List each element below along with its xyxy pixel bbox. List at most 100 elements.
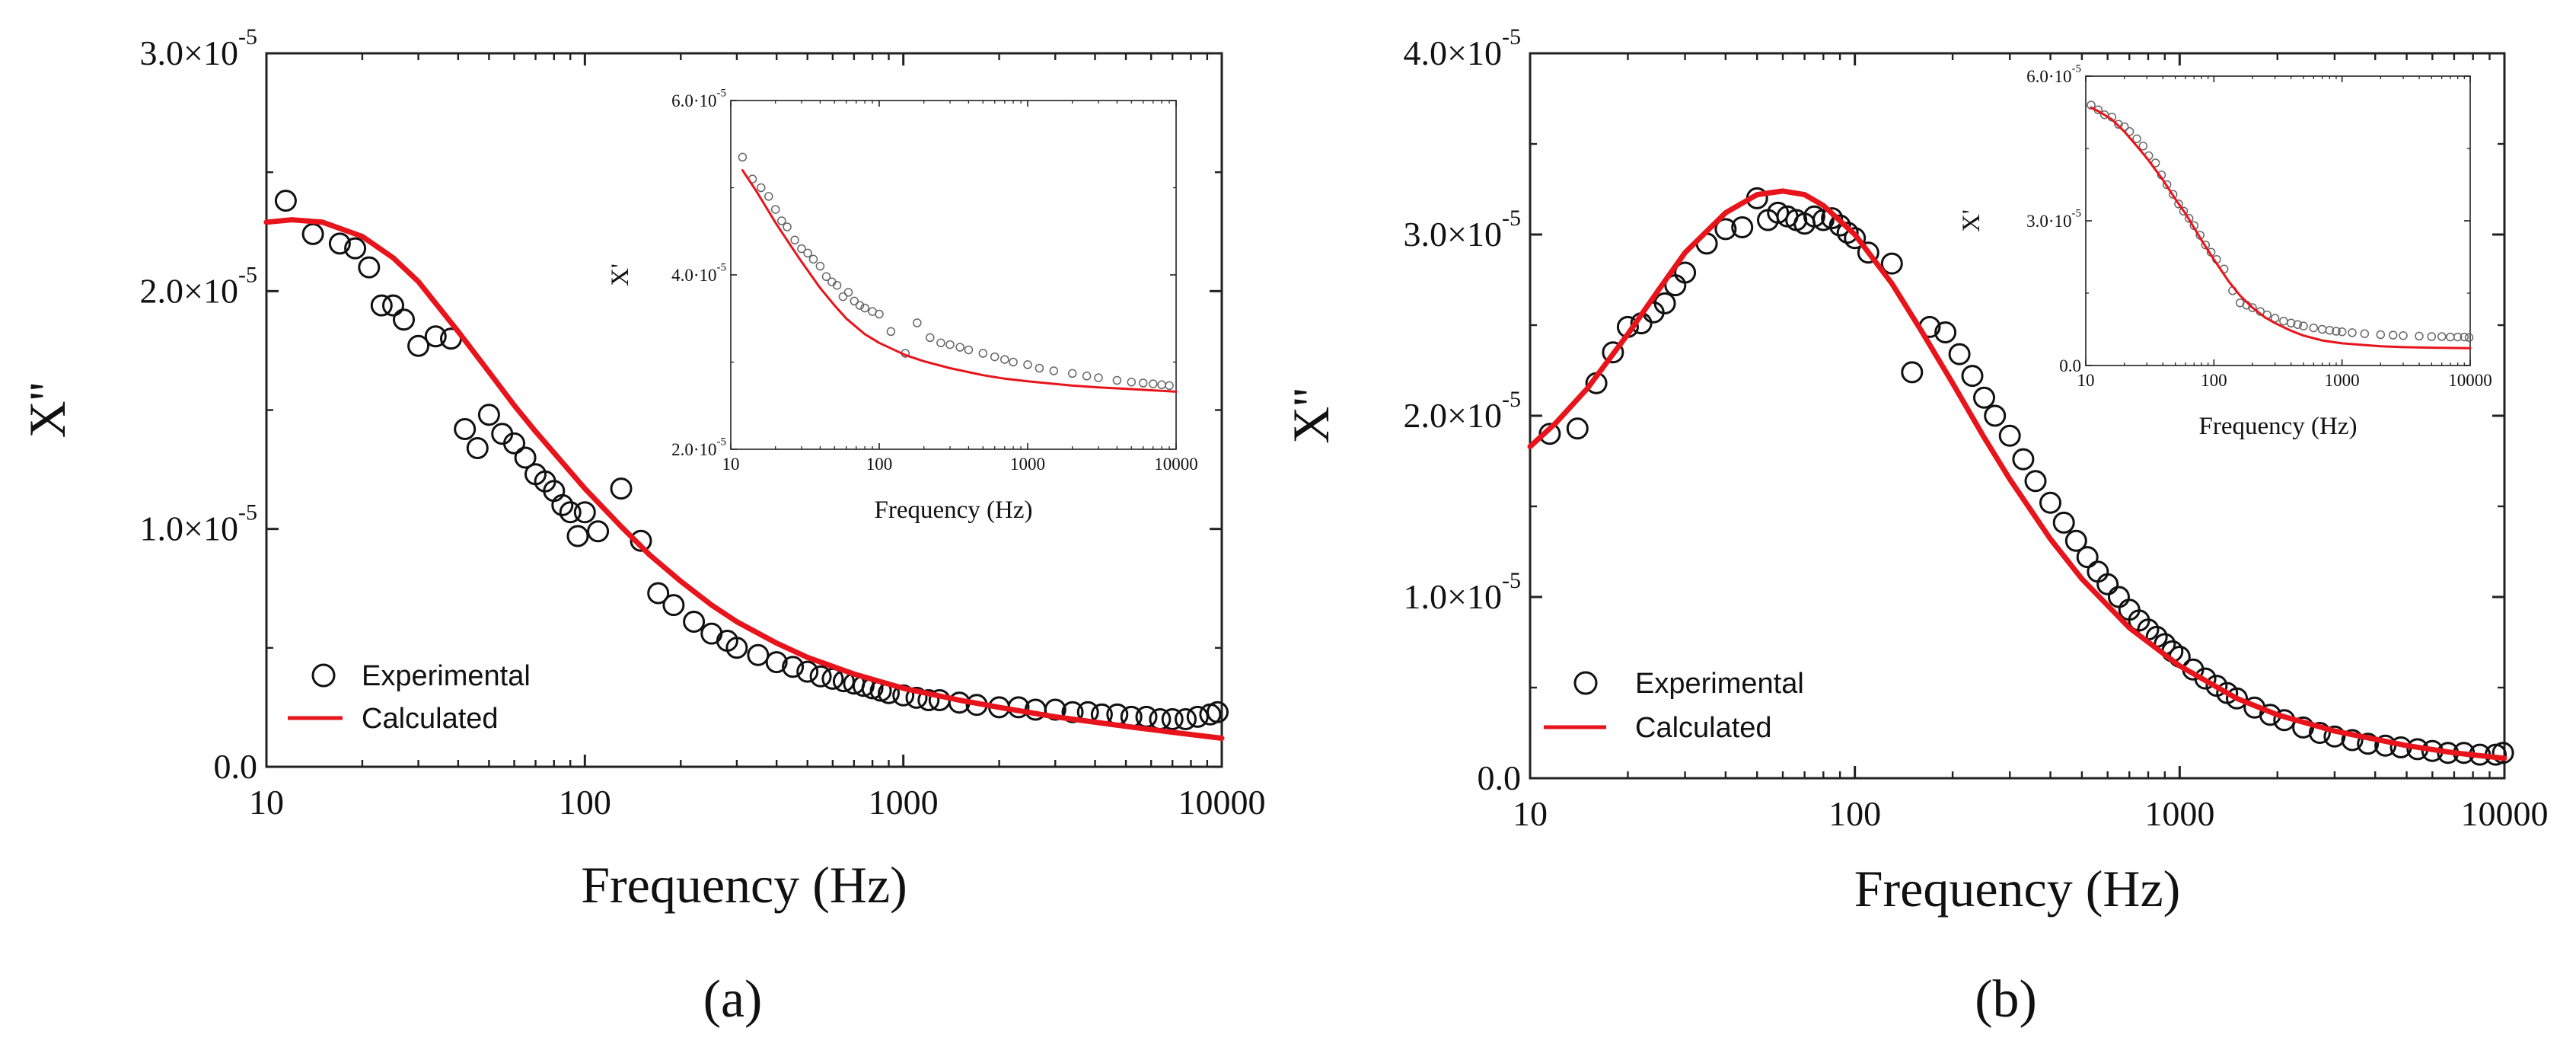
panel-b-experimental-point — [1961, 365, 1984, 388]
panel-b-experimental-point — [2226, 687, 2248, 710]
panel-a-experimental-point — [503, 432, 525, 455]
panel-b-inset-x-tick-label: 10000 — [2448, 371, 2492, 390]
panel-a-inset-experimental-point — [764, 192, 773, 201]
panel-a-y-axis-title: X'' — [18, 382, 76, 439]
panel-a-experimental-point — [809, 665, 832, 688]
panel-b-experimental-point — [2012, 448, 2035, 471]
panel-a-experimental-point — [662, 594, 685, 617]
panel-b-inset-experimental-point — [2399, 330, 2408, 340]
panel-b-inset-experimental-point — [2325, 326, 2335, 335]
panel-b-inset-experimental-point — [2138, 142, 2148, 151]
panel-a-inset-experimental-point — [808, 254, 818, 264]
panel-b-legend: Experimental Calculated — [1544, 668, 1804, 744]
panel-a-experimental-point — [358, 256, 381, 279]
panel-a-inset-experimental-point — [797, 244, 806, 254]
panel-a-x-tick-label: 10 — [249, 783, 284, 822]
panel-b-inset-y-tick-label: 6.0·10-5 — [2026, 63, 2081, 87]
panel-a-experimental-point — [551, 493, 574, 516]
panel-a-inset-y-tick-label: 2.0·10-5 — [671, 436, 726, 460]
panel-b-experimental-point — [1828, 214, 1851, 237]
panel-b-inset-y-axis-title: X' — [1958, 209, 1985, 232]
panel-b-experimental-point — [2076, 546, 2099, 569]
panel-b-experimental-point — [1948, 343, 1971, 365]
panel-a-legend-label-calculated: Calculated — [362, 703, 499, 735]
panel-a-inset-experimental-point — [1094, 373, 1103, 382]
panel-a-inset-calculated-curve — [741, 169, 1178, 393]
panel-a-x-tick-label: 100 — [559, 783, 611, 822]
panel-b-x-tick-label: 1000 — [2144, 794, 2214, 833]
panel-a-inset-experimental-point — [875, 309, 884, 319]
panel-b-experimental-point — [1767, 201, 1790, 224]
panel-b-experimental-point — [2108, 586, 2130, 608]
panel-b-inset-x-axis-title: Frequency (Hz) — [2199, 413, 2358, 440]
panel-a-experimental-point — [466, 437, 489, 459]
panel-a-experimental-point — [782, 656, 805, 678]
panel-a-experimental-point — [454, 418, 477, 440]
panel-b-x-tick-label: 100 — [1828, 794, 1881, 833]
panel-b-inset-experimental-point — [2427, 332, 2437, 341]
panel-a-inset-experimental-point — [913, 318, 922, 327]
panel-b-inset-experimental-point — [2279, 316, 2288, 326]
panel-a-experimental-point — [382, 294, 404, 317]
panel-b-experimental-point — [1857, 241, 1879, 264]
panel-a-inset-experimental-point — [850, 296, 859, 306]
panel-a-experimental-point — [559, 501, 582, 524]
panel-a-x-axis-title: Frequency (Hz) — [581, 856, 907, 914]
panel-b-experimental-point — [2323, 725, 2346, 748]
panel-a-experimental-point — [630, 529, 652, 552]
panel-b-experimental-point — [1844, 227, 1867, 250]
panel-a-experimental-point — [747, 643, 770, 666]
panel-b-experimental-point — [1674, 261, 1697, 284]
panel-a-experimental-point — [917, 689, 940, 711]
panel-a-panel-label: (a) — [703, 970, 763, 1029]
panel-a-inset-experimental-point — [1009, 357, 1018, 367]
panel-b-calculated-curve — [1527, 188, 2507, 761]
panel-a-inset-x-tick-label: 10 — [722, 455, 740, 474]
panel-b-experimental-point — [2064, 529, 2087, 552]
panel-a-inset-experimental-point — [843, 288, 853, 297]
panel-b-experimental-point — [1538, 423, 1561, 445]
panel-b-inset-experimental-point — [2446, 332, 2455, 342]
panel-a-inset-experimental-point — [1157, 380, 1166, 390]
panel-b-inset-experimental-point — [2174, 200, 2183, 209]
panel-a-inset-x-tick-label: 10000 — [1154, 455, 1198, 474]
panel-a-experimental-point — [328, 232, 351, 255]
panel-a-inset-experimental-point — [738, 152, 748, 162]
panel-a-x-tick-label: 10000 — [1178, 783, 1266, 822]
panel-b-legend-label-experimental: Experimental — [1635, 668, 1804, 700]
panel-b-experimental-point — [1901, 361, 1924, 384]
panel-a-experimental-point — [1207, 701, 1229, 723]
panel-b-inset-experimental-point — [2388, 330, 2398, 340]
panel-b-inset-experimental-point — [2248, 303, 2257, 312]
panel-a-inset-experimental-point — [1112, 375, 1122, 385]
panel-a-x-tick-label: 1000 — [869, 783, 939, 822]
panel-b-inset-x-tick-label: 1000 — [2325, 371, 2360, 390]
panel-a-y-tick-label: 3.0×10-5 — [140, 24, 257, 72]
panel-b-experimental-point — [1998, 424, 2021, 447]
panel-b-inset-experimental-point — [2309, 323, 2319, 333]
panel-a-legend: Experimental Calculated — [288, 660, 531, 735]
panel-a-inset-experimental-point — [757, 183, 766, 193]
panel-b-inset-experimental-point — [2184, 214, 2194, 223]
panel-a-inset-experimental-point — [955, 343, 964, 352]
panel-b-inset-experimental-point — [2286, 318, 2296, 328]
panel-b-experimental-point — [2087, 560, 2109, 583]
panel-b-inset-calculated-curve — [2090, 106, 2472, 350]
panel-a-inset-experimental-point — [1149, 379, 1158, 388]
panel-b-y-axis-title: X'' — [1282, 388, 1340, 444]
panel-a-inset-experimental-point — [1035, 363, 1044, 373]
panel-b-inset-experimental-point — [2376, 330, 2386, 340]
panel-b-x-tick-label: 10 — [1513, 794, 1548, 833]
panel-b-experimental-point — [1602, 341, 1624, 364]
panel-a-inset-experimental-point — [777, 216, 786, 225]
panel-a-experimental-point — [1186, 705, 1209, 728]
panel-b-inset-experimental-point — [2453, 332, 2463, 342]
panel-b-x-axis-title: Frequency (Hz) — [1854, 860, 2181, 918]
panel-a-inset-experimental-point — [1000, 355, 1009, 364]
panel-b-experimental-point — [2357, 733, 2380, 755]
panel-b-inset-experimental-point — [2114, 120, 2123, 129]
panel-a-experimental-point — [683, 611, 706, 633]
panel-a-inset-experimental-point — [832, 280, 842, 290]
panel-b-inset-chart: 10 100 1000 10000 0.0 3.0·10-5 6.0·10-5 Frequen… — [1958, 63, 2492, 441]
